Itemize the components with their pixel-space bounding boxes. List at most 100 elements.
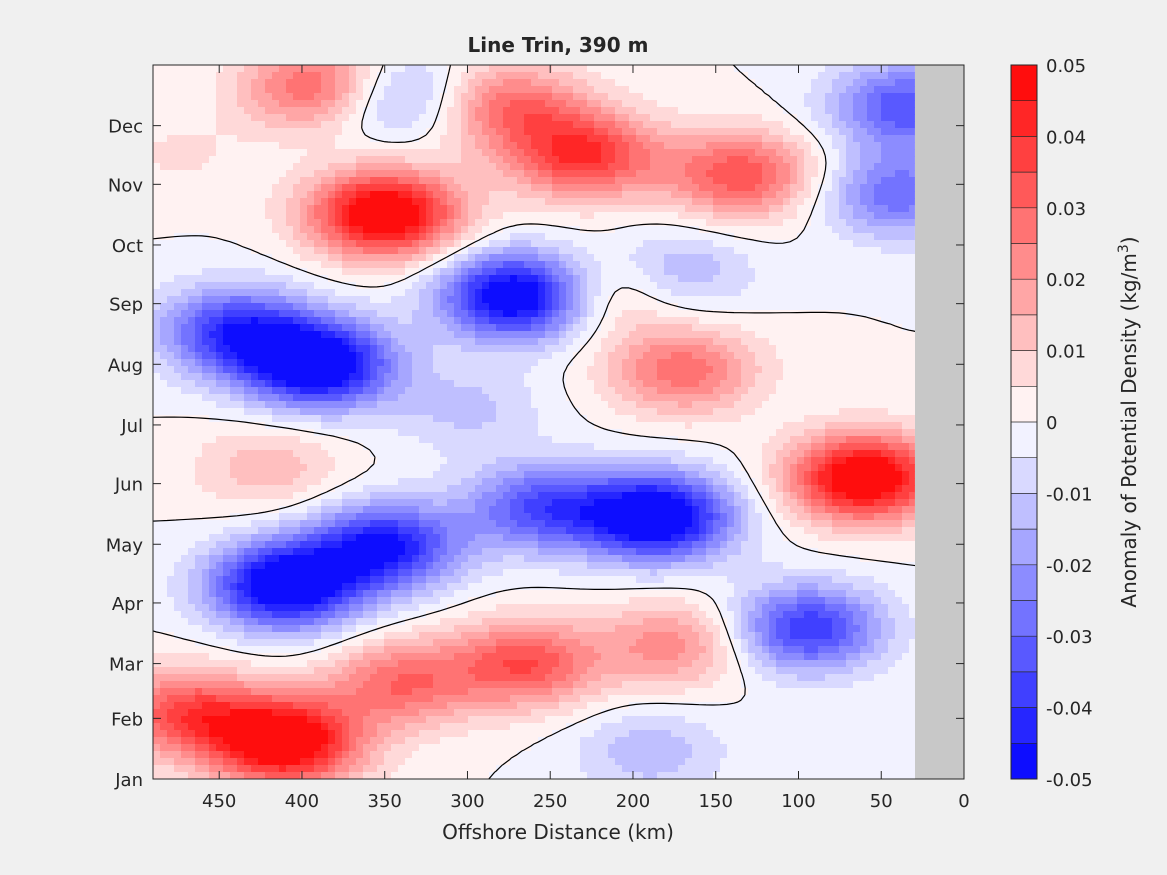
field-cell — [503, 240, 511, 248]
field-cell — [230, 310, 238, 318]
field-cell — [251, 366, 259, 374]
field-cell — [489, 331, 497, 339]
field-cell — [174, 261, 182, 269]
field-cell — [384, 163, 392, 171]
field-cell — [636, 170, 644, 178]
field-cell — [559, 366, 567, 374]
field-cell — [755, 324, 763, 332]
field-cell — [461, 261, 469, 269]
field-cell — [174, 268, 182, 276]
field-cell — [440, 107, 448, 115]
field-cell — [419, 72, 427, 80]
field-cell — [811, 366, 819, 374]
field-cell — [692, 65, 700, 73]
field-cell — [706, 170, 714, 178]
field-cell — [811, 184, 819, 192]
field-cell — [510, 170, 518, 178]
field-cell — [629, 268, 637, 276]
field-cell — [489, 359, 497, 367]
field-cell — [202, 72, 210, 80]
field-cell — [902, 261, 910, 269]
field-cell — [664, 86, 672, 94]
field-cell — [573, 366, 581, 374]
field-cell — [804, 149, 812, 157]
field-cell — [664, 282, 672, 290]
field-cell — [706, 72, 714, 80]
field-cell — [440, 79, 448, 87]
field-cell — [776, 142, 784, 150]
field-cell — [888, 310, 896, 318]
field-cell — [195, 289, 203, 297]
field-cell — [839, 156, 847, 164]
field-cell — [776, 261, 784, 269]
field-cell — [258, 240, 266, 248]
field-cell — [468, 366, 476, 374]
field-cell — [692, 303, 700, 311]
field-cell — [258, 345, 266, 353]
field-cell — [846, 296, 854, 304]
field-cell — [160, 72, 168, 80]
field-cell — [440, 345, 448, 353]
field-cell — [342, 352, 350, 360]
field-cell — [853, 345, 861, 353]
field-cell — [160, 331, 168, 339]
field-cell — [181, 331, 189, 339]
field-cell — [601, 380, 609, 388]
field-cell — [503, 107, 511, 115]
field-cell — [531, 170, 539, 178]
field-cell — [258, 331, 266, 339]
field-cell — [510, 331, 518, 339]
field-cell — [265, 170, 273, 178]
field-cell — [265, 86, 273, 94]
field-cell — [489, 345, 497, 353]
field-cell — [846, 352, 854, 360]
field-cell — [587, 331, 595, 339]
field-cell — [671, 156, 679, 164]
field-cell — [699, 345, 707, 353]
field-cell — [608, 93, 616, 101]
field-cell — [531, 65, 539, 73]
field-cell — [517, 100, 525, 108]
field-cell — [433, 303, 441, 311]
field-cell — [300, 233, 308, 241]
field-cell — [391, 86, 399, 94]
field-cell — [762, 289, 770, 297]
field-cell — [202, 352, 210, 360]
field-cell — [783, 254, 791, 262]
field-cell — [181, 352, 189, 360]
field-cell — [860, 72, 868, 80]
field-cell — [202, 247, 210, 255]
field-cell — [461, 317, 469, 325]
field-cell — [713, 324, 721, 332]
field-cell — [671, 331, 679, 339]
field-cell — [342, 359, 350, 367]
field-cell — [167, 289, 175, 297]
field-cell — [314, 324, 322, 332]
field-cell — [601, 345, 609, 353]
field-cell — [496, 121, 504, 129]
field-cell — [447, 128, 455, 136]
field-cell — [377, 205, 385, 213]
field-cell — [748, 359, 756, 367]
field-cell — [573, 331, 581, 339]
field-cell — [580, 296, 588, 304]
field-cell — [482, 282, 490, 290]
field-cell — [783, 219, 791, 227]
field-cell — [335, 275, 343, 283]
field-cell — [405, 93, 413, 101]
field-cell — [699, 198, 707, 206]
field-cell — [405, 177, 413, 185]
field-cell — [272, 191, 280, 199]
field-cell — [461, 310, 469, 318]
field-cell — [748, 205, 756, 213]
field-cell — [461, 331, 469, 339]
field-cell — [629, 142, 637, 150]
field-cell — [314, 359, 322, 367]
field-cell — [167, 282, 175, 290]
field-cell — [356, 128, 364, 136]
field-cell — [419, 65, 427, 73]
field-cell — [790, 296, 798, 304]
field-cell — [552, 261, 560, 269]
field-cell — [713, 163, 721, 171]
field-cell — [860, 79, 868, 87]
